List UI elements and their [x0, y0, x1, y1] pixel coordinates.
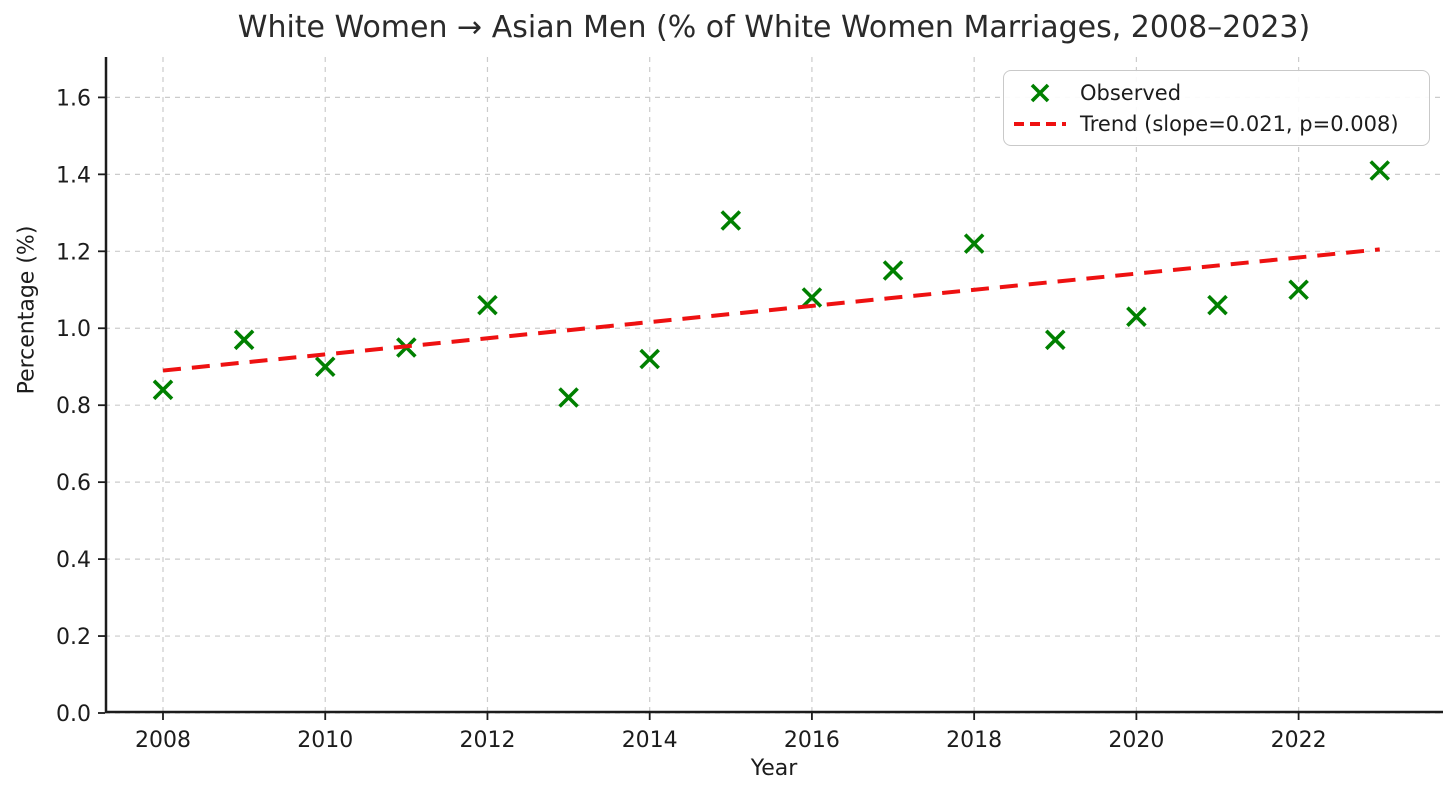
y-tick-label: 0.4 — [56, 548, 91, 573]
y-tick-label: 0.8 — [56, 394, 91, 419]
x-tick-label: 2022 — [1271, 728, 1327, 753]
data-point-x-marker — [639, 348, 660, 370]
y-tick-label: 0.0 — [56, 702, 91, 727]
y-tick-label: 0.6 — [56, 471, 91, 496]
x-tick-label: 2008 — [135, 728, 191, 753]
data-point-x-marker — [152, 379, 174, 401]
data-point-x-marker — [1126, 306, 1147, 327]
data-point-x-marker — [233, 329, 255, 351]
legend-item-trend: Trend (slope=0.021, p=0.008) — [1014, 108, 1419, 139]
y-tick-label: 1.0 — [56, 317, 91, 342]
x-tick-label: 2016 — [784, 728, 840, 753]
data-point-x-marker — [477, 294, 498, 316]
legend-item-observed: Observed — [1014, 77, 1419, 108]
plot-area: 2008 2010 2012 2014 2016 2018 2020 2022 0.0 0.2 0.… — [56, 57, 1443, 753]
y-tick-label: 1.6 — [56, 86, 91, 111]
data-point-x-marker — [963, 233, 985, 254]
data-point-x-marker — [1369, 160, 1391, 181]
legend-label-trend: Trend (slope=0.021, p=0.008) — [1080, 111, 1399, 136]
data-point-x-marker — [1288, 279, 1309, 301]
y-tick-label: 1.2 — [56, 240, 91, 265]
data-point-x-marker — [314, 356, 336, 377]
x-tick-label: 2020 — [1108, 728, 1164, 753]
data-point-x-marker — [1207, 294, 1228, 316]
x-axis-label: Year — [750, 756, 798, 781]
x-tick-label: 2018 — [946, 728, 1002, 753]
data-point-x-marker — [720, 210, 742, 231]
data-point-x-marker — [882, 260, 904, 281]
legend-label-observed: Observed — [1080, 80, 1182, 105]
y-tick-label: 0.2 — [56, 625, 91, 650]
observed-x-marker-icon — [1014, 82, 1066, 104]
x-tick-label: 2014 — [622, 728, 678, 753]
trend-line — [162, 247, 1380, 373]
legend: Observed Trend (slope=0.021, p=0.008) — [1003, 70, 1430, 146]
x-tick-label: 2012 — [459, 728, 515, 753]
data-point-x-marker — [1044, 329, 1066, 351]
chart-title: White Women → Asian Men (% of White Wome… — [237, 10, 1311, 45]
y-axis-label: Percentage (%) — [14, 225, 40, 395]
y-tick-label: 1.4 — [56, 163, 91, 188]
data-point-x-marker — [801, 287, 823, 308]
trend-dashed-line-icon — [1014, 120, 1066, 128]
x-tick-label: 2010 — [297, 728, 353, 753]
data-point-x-marker — [558, 387, 579, 408]
